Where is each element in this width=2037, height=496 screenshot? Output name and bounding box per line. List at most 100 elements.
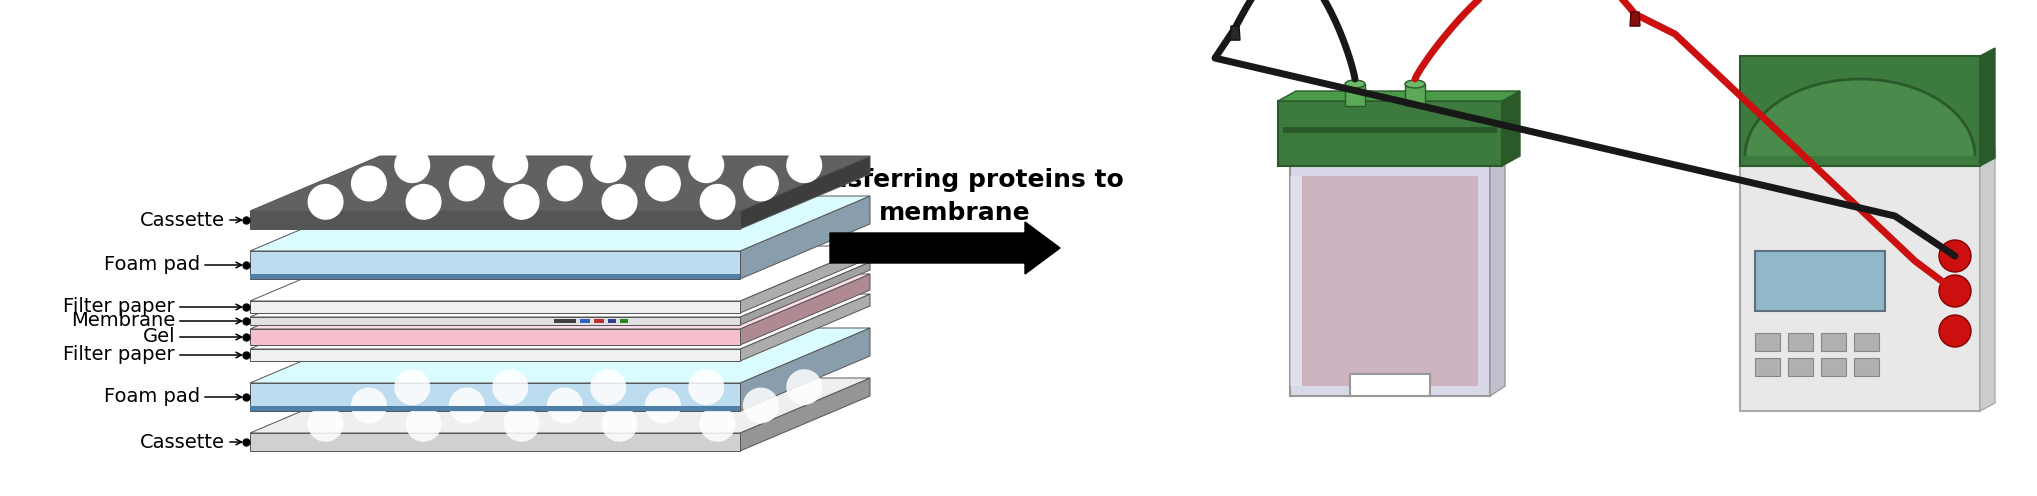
Polygon shape	[251, 406, 739, 411]
Circle shape	[744, 387, 778, 424]
Polygon shape	[1740, 156, 1980, 411]
Text: Cassette: Cassette	[141, 210, 224, 230]
Polygon shape	[1283, 127, 1497, 133]
Polygon shape	[739, 294, 870, 361]
Polygon shape	[1406, 84, 1426, 106]
Polygon shape	[251, 274, 739, 279]
Text: Foam pad: Foam pad	[104, 255, 200, 274]
Polygon shape	[251, 196, 870, 251]
Circle shape	[546, 166, 583, 201]
Polygon shape	[1489, 156, 1505, 396]
Polygon shape	[251, 262, 870, 317]
Polygon shape	[251, 433, 739, 451]
Circle shape	[405, 184, 442, 220]
Polygon shape	[251, 251, 739, 279]
Circle shape	[689, 369, 725, 405]
Circle shape	[699, 184, 735, 220]
Polygon shape	[739, 378, 870, 451]
Polygon shape	[1746, 79, 1976, 156]
Ellipse shape	[1406, 80, 1426, 88]
Polygon shape	[1501, 91, 1520, 166]
Polygon shape	[1351, 374, 1430, 396]
Polygon shape	[1630, 12, 1640, 26]
Text: Membrane: Membrane	[71, 311, 175, 330]
Circle shape	[591, 147, 625, 183]
Polygon shape	[554, 319, 576, 323]
Circle shape	[646, 166, 680, 201]
Polygon shape	[1277, 91, 1520, 101]
Text: Filter paper: Filter paper	[63, 346, 175, 365]
Circle shape	[689, 147, 725, 183]
Polygon shape	[251, 317, 739, 325]
Circle shape	[591, 369, 625, 405]
Polygon shape	[1277, 101, 1501, 166]
Polygon shape	[1756, 358, 1780, 376]
Circle shape	[546, 387, 583, 424]
Text: Foam pad: Foam pad	[104, 387, 200, 407]
Polygon shape	[251, 274, 870, 329]
Polygon shape	[251, 246, 870, 301]
FancyArrow shape	[829, 222, 1059, 274]
Circle shape	[405, 406, 442, 442]
Circle shape	[493, 369, 528, 405]
Polygon shape	[581, 319, 591, 323]
Polygon shape	[251, 329, 739, 345]
Polygon shape	[1788, 333, 1813, 351]
Polygon shape	[1344, 84, 1365, 106]
Circle shape	[786, 147, 823, 183]
Text: Filter paper: Filter paper	[63, 298, 175, 316]
Polygon shape	[607, 319, 615, 323]
Polygon shape	[739, 246, 870, 313]
Polygon shape	[1230, 26, 1241, 40]
Polygon shape	[1289, 166, 1489, 396]
Polygon shape	[1302, 176, 1479, 386]
Circle shape	[1939, 275, 1972, 307]
Polygon shape	[1821, 358, 1846, 376]
Circle shape	[646, 387, 680, 424]
Ellipse shape	[1344, 80, 1365, 88]
Circle shape	[448, 387, 485, 424]
Circle shape	[1939, 240, 1972, 272]
Polygon shape	[1756, 333, 1780, 351]
Polygon shape	[619, 319, 627, 323]
Circle shape	[308, 184, 344, 220]
Polygon shape	[1788, 358, 1813, 376]
Text: Transferring proteins to: Transferring proteins to	[786, 168, 1124, 192]
Circle shape	[350, 387, 387, 424]
Polygon shape	[251, 328, 870, 383]
Circle shape	[699, 406, 735, 442]
Circle shape	[503, 184, 540, 220]
Circle shape	[744, 166, 778, 201]
Polygon shape	[251, 294, 870, 349]
Circle shape	[395, 147, 430, 183]
Circle shape	[601, 184, 638, 220]
Polygon shape	[739, 262, 870, 325]
Polygon shape	[251, 383, 739, 411]
Polygon shape	[251, 301, 739, 313]
Circle shape	[350, 166, 387, 201]
Circle shape	[503, 406, 540, 442]
Polygon shape	[1821, 333, 1846, 351]
Circle shape	[448, 166, 485, 201]
Polygon shape	[739, 196, 870, 279]
Circle shape	[601, 406, 638, 442]
Circle shape	[1939, 315, 1972, 347]
Circle shape	[395, 369, 430, 405]
Polygon shape	[251, 349, 739, 361]
Polygon shape	[1980, 148, 1994, 411]
Circle shape	[493, 147, 528, 183]
Polygon shape	[251, 156, 870, 211]
Polygon shape	[1740, 56, 1980, 166]
Circle shape	[308, 406, 344, 442]
Polygon shape	[251, 211, 739, 229]
Text: Cassette: Cassette	[141, 433, 224, 451]
Text: membrane: membrane	[880, 201, 1031, 225]
Polygon shape	[1756, 251, 1884, 311]
Polygon shape	[251, 378, 870, 433]
Circle shape	[786, 369, 823, 405]
Polygon shape	[1289, 176, 1302, 386]
Text: Gel: Gel	[143, 327, 175, 347]
Polygon shape	[739, 156, 870, 229]
Polygon shape	[1980, 48, 1994, 166]
Polygon shape	[739, 328, 870, 411]
